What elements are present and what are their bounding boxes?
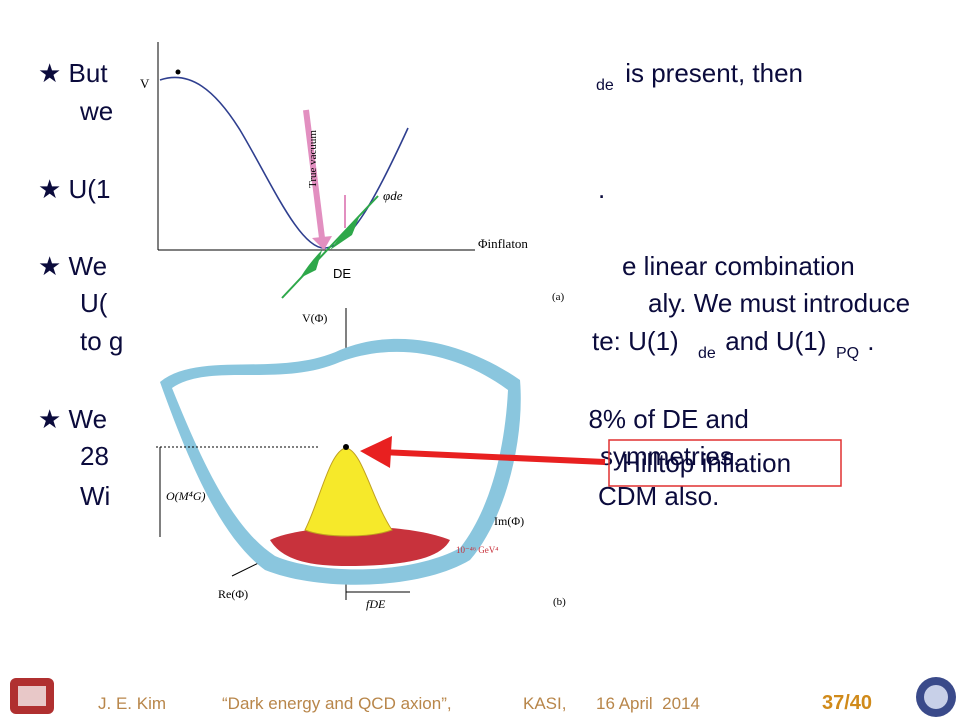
label: Φinflaton <box>478 236 528 251</box>
callout-text: Hilltop inflation <box>622 448 791 478</box>
footer-talk: “Dark energy and QCD axion”, <box>222 694 452 713</box>
label: DE <box>333 266 351 281</box>
text: 28 <box>80 441 109 471</box>
label: Im(Φ) <box>494 514 524 528</box>
text: . <box>598 174 606 204</box>
green-fill <box>330 215 360 250</box>
arrow-head <box>360 436 392 468</box>
label: Re(Φ) <box>218 587 248 601</box>
footer-author: J. E. Kim <box>98 694 167 713</box>
text: de <box>596 77 614 94</box>
green-fill <box>300 250 322 278</box>
text: CDM also. <box>598 481 720 511</box>
footer-place: KASI, <box>523 694 567 713</box>
arrow-head <box>312 236 332 250</box>
label: φde <box>383 188 403 203</box>
text: aly. We must introduce <box>648 288 911 318</box>
text: de <box>698 345 716 362</box>
text: te: U(1) <box>592 326 679 356</box>
text: Wi <box>80 481 111 511</box>
text: symmetries. <box>600 441 741 471</box>
text: ★ U(1 <box>38 174 111 204</box>
label: True vacuum <box>307 130 319 188</box>
label: (a) <box>552 291 565 303</box>
text: to g <box>80 326 124 356</box>
page-number: 37/40 <box>822 692 873 714</box>
label: V(Φ) <box>302 311 327 325</box>
text: and U(1) <box>718 326 827 356</box>
logo-right <box>916 677 956 717</box>
dot <box>343 444 349 450</box>
text: . <box>860 326 875 356</box>
text: e linear combination <box>622 251 855 281</box>
text: is present, then <box>618 58 803 88</box>
label: (b) <box>553 596 566 608</box>
label: fDE <box>366 597 386 611</box>
text: ★ We <box>38 404 108 434</box>
dot <box>175 69 181 75</box>
label: V <box>140 76 150 91</box>
potential-curve <box>159 76 409 249</box>
hilltop <box>304 447 393 537</box>
text: U( <box>80 288 108 318</box>
arrow <box>379 449 606 465</box>
text: ★ But <box>38 58 108 88</box>
figure-a-bg <box>132 36 578 304</box>
footer-date: 16 April 2014 <box>596 694 700 713</box>
label: 10⁻⁴⁶ GeV⁴ <box>456 545 498 555</box>
callout-box <box>608 439 842 487</box>
arrow <box>303 109 325 239</box>
text: 68% of DE and <box>574 404 749 434</box>
green-line <box>281 195 379 299</box>
text: ★ We <box>38 251 108 281</box>
label: O(M⁴G) <box>166 489 206 503</box>
text: we <box>80 96 114 126</box>
base <box>270 526 450 566</box>
text: PQ <box>836 345 860 362</box>
logo-left <box>10 678 54 714</box>
